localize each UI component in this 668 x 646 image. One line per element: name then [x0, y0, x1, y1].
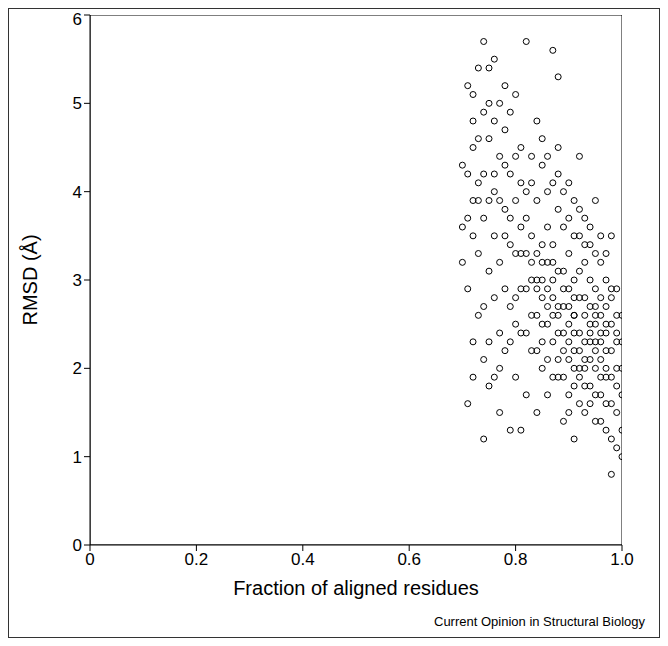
svg-text:1: 1 [73, 448, 82, 467]
svg-text:6: 6 [73, 10, 82, 29]
svg-text:RMSD (Å): RMSD (Å) [19, 234, 41, 325]
svg-text:3: 3 [73, 271, 82, 290]
svg-text:4: 4 [73, 183, 82, 202]
svg-text:5: 5 [73, 94, 82, 113]
svg-text:0.6: 0.6 [397, 550, 421, 569]
svg-text:1.0: 1.0 [610, 550, 634, 569]
svg-text:0.4: 0.4 [291, 550, 315, 569]
svg-text:Fraction of aligned residues: Fraction of aligned residues [233, 577, 479, 599]
svg-text:0: 0 [85, 550, 94, 569]
html-text:Current Opinion in Structural: Current Opinion in Structural Biology [434, 614, 645, 629]
svg-text:0: 0 [73, 536, 82, 555]
svg-text:0.8: 0.8 [504, 550, 528, 569]
svg-text:0.2: 0.2 [185, 550, 209, 569]
svg-text:2: 2 [73, 359, 82, 378]
